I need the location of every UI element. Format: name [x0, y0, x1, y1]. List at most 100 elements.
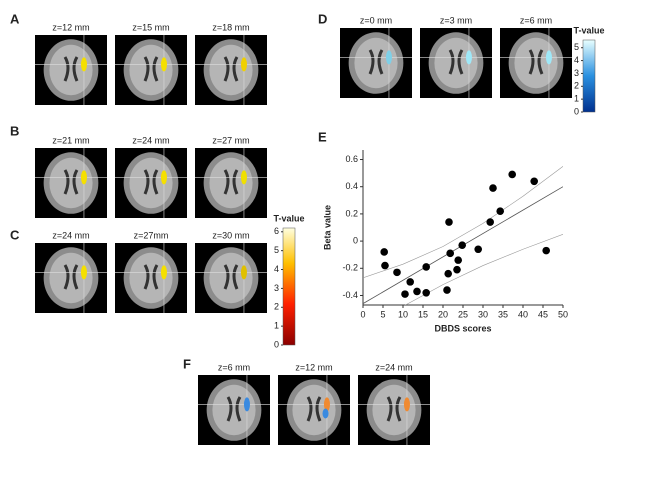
brain-inner — [209, 252, 253, 304]
ci-upper — [363, 166, 563, 279]
panel-label: E — [318, 129, 327, 144]
ventricles — [368, 49, 384, 75]
brain-image — [195, 35, 267, 105]
activation — [80, 170, 87, 185]
colorbar-tick-label: 4 — [574, 55, 579, 65]
brain-image — [195, 243, 267, 313]
activation — [240, 57, 247, 72]
activation — [322, 408, 329, 419]
brain-inner — [354, 37, 398, 89]
brain-image — [35, 35, 107, 105]
point — [381, 261, 389, 270]
brain-inner — [434, 37, 478, 89]
x-tick-label: 25 — [458, 309, 468, 319]
x-tick-label: 5 — [380, 309, 385, 319]
colorbar-tick-label: 6 — [274, 226, 279, 236]
colorbar — [582, 39, 596, 113]
point — [406, 278, 415, 286]
activation — [243, 397, 250, 412]
slice-label: z=15 mm — [132, 22, 169, 32]
brain-image — [340, 28, 412, 98]
activation — [160, 170, 167, 185]
panel-label: A — [10, 11, 20, 26]
ventricles — [63, 169, 79, 195]
brain-inner — [129, 44, 173, 96]
ventricles — [143, 56, 159, 82]
panel-label: D — [318, 11, 327, 26]
slice-label: z=27mm — [134, 230, 169, 240]
point — [380, 248, 389, 256]
activation — [80, 265, 87, 280]
point — [496, 207, 505, 215]
point — [413, 287, 421, 296]
colorbar-tick-label: 2 — [574, 81, 579, 91]
point — [458, 241, 467, 249]
slice-label: z=24 mm — [375, 362, 412, 372]
x-tick-label: 15 — [418, 309, 428, 319]
brain-image — [115, 35, 187, 105]
point — [453, 265, 461, 274]
colorbar-tick-label: 3 — [574, 68, 579, 78]
y-tick-label: 0.6 — [345, 154, 358, 164]
y-axis-label: Beta value — [322, 205, 332, 250]
point — [422, 263, 431, 271]
ventricles — [306, 396, 322, 422]
ventricles — [223, 56, 239, 82]
y-tick-label: 0.4 — [345, 181, 358, 191]
brain-inner — [129, 157, 173, 209]
colorbar-tick-label: 3 — [274, 283, 279, 293]
x-tick-label: 30 — [478, 309, 488, 319]
x-axis-label: DBDS scores — [434, 323, 491, 333]
brain-image — [278, 375, 350, 445]
point — [443, 286, 451, 294]
colorbar-tick-label: 4 — [274, 264, 279, 274]
brain-inner — [49, 252, 93, 304]
slice-label: z=6 mm — [218, 362, 250, 372]
activation — [160, 265, 167, 280]
slice-label: z=18 mm — [212, 22, 249, 32]
brain-inner — [292, 384, 336, 436]
x-tick-label: 40 — [518, 309, 528, 319]
colorbar-tick-label: 0 — [274, 339, 279, 349]
brain-inner — [372, 384, 416, 436]
activation — [240, 170, 247, 185]
ventricles — [63, 56, 79, 82]
slice-label: z=0 mm — [360, 15, 392, 25]
colorbar-tick-label: 1 — [274, 321, 279, 331]
activation — [385, 50, 392, 65]
brain-inner — [209, 157, 253, 209]
colorbar-tick-label: 5 — [574, 42, 579, 52]
brain-inner — [209, 44, 253, 96]
brain-image — [198, 375, 270, 445]
activation — [160, 57, 167, 72]
ventricles — [143, 169, 159, 195]
panel-label: C — [10, 227, 20, 242]
brain-image — [358, 375, 430, 445]
point — [444, 269, 453, 278]
y-tick-label: -0.4 — [342, 290, 358, 300]
panel-label: F — [183, 356, 191, 371]
activation — [465, 50, 472, 65]
slice-label: z=21 mm — [52, 135, 89, 145]
colorbar-title: T-value — [273, 213, 304, 223]
x-tick-label: 35 — [498, 309, 508, 319]
ventricles — [448, 49, 464, 75]
panel-label: B — [10, 123, 19, 138]
slice-label: z=6 mm — [520, 15, 552, 25]
colorbar-tick-label: 5 — [274, 245, 279, 255]
point — [486, 218, 495, 226]
x-tick-label: 0 — [360, 309, 365, 319]
colorbar — [282, 227, 296, 346]
point — [508, 170, 516, 179]
activation — [403, 397, 410, 412]
brain-image — [35, 243, 107, 313]
x-tick-label: 20 — [438, 309, 448, 319]
activation — [323, 397, 330, 412]
ventricles — [223, 264, 239, 290]
brain-image — [35, 148, 107, 218]
point — [454, 256, 463, 264]
activation — [545, 50, 552, 65]
brain-inner — [49, 157, 93, 209]
brain-image — [420, 28, 492, 98]
